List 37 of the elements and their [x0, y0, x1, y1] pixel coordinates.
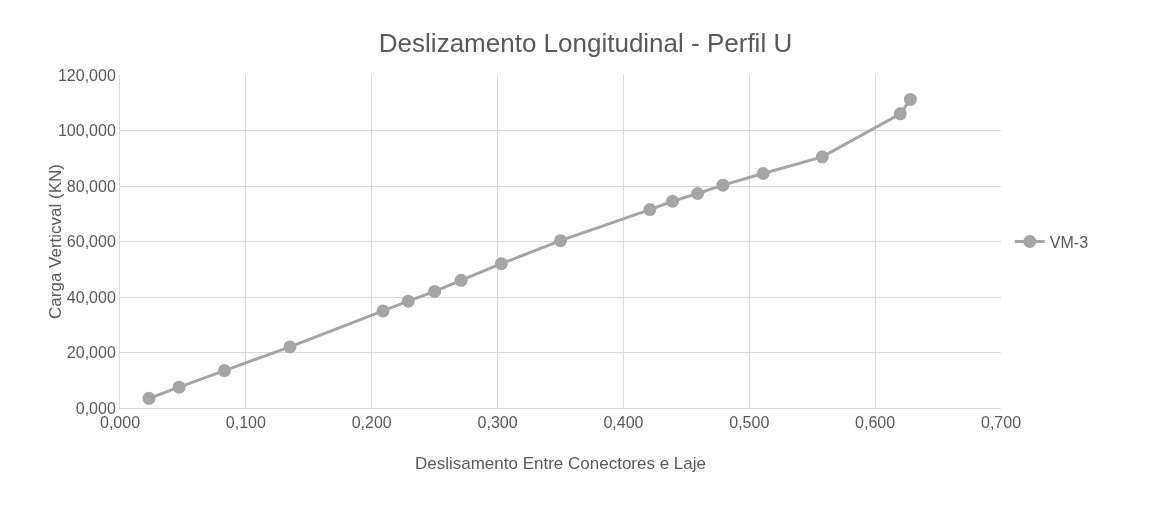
x-tick-label: 0,000	[99, 414, 141, 432]
point	[666, 194, 680, 208]
point	[428, 284, 442, 298]
point	[172, 380, 186, 394]
y-axis-title: Carga Verticval (KN)	[45, 164, 65, 319]
point	[401, 294, 415, 308]
point	[643, 203, 657, 217]
point	[903, 92, 917, 106]
x-tick-label: 0,200	[351, 414, 392, 432]
x-tick-label: 0,500	[729, 414, 770, 432]
x-tick-label: 0,600	[855, 414, 896, 432]
y-tick-label: 120,000	[57, 66, 116, 84]
point	[142, 391, 156, 405]
point	[217, 364, 231, 378]
point	[283, 340, 297, 354]
y-tick-label: 60,000	[66, 233, 116, 251]
y-tick-label: 80,000	[66, 177, 116, 195]
point	[454, 273, 468, 287]
y-tick-label: 20,000	[66, 344, 116, 362]
chart-title: Deslizamento Longitudinal - Perfil U	[378, 27, 793, 58]
point	[716, 178, 730, 192]
point	[756, 167, 770, 180]
point	[893, 107, 907, 121]
x-tick-label: 0,400	[603, 414, 644, 432]
y-tick-label: 40,000	[66, 288, 116, 306]
y-tick-label: 0,000	[75, 399, 116, 417]
x-axis-title: Deslisamento Entre Conectores e Laje	[414, 454, 707, 473]
x-tick-label: 0,100	[225, 414, 266, 432]
point	[376, 304, 390, 318]
point	[554, 234, 567, 248]
x-tick-label: 0,700	[980, 414, 1022, 432]
point	[691, 186, 705, 200]
point	[815, 150, 829, 164]
point	[494, 257, 508, 271]
y-tick-label: 100,000	[57, 122, 116, 140]
legend-label: VM-3	[1049, 233, 1089, 251]
x-tick-label: 0,300	[477, 414, 518, 432]
